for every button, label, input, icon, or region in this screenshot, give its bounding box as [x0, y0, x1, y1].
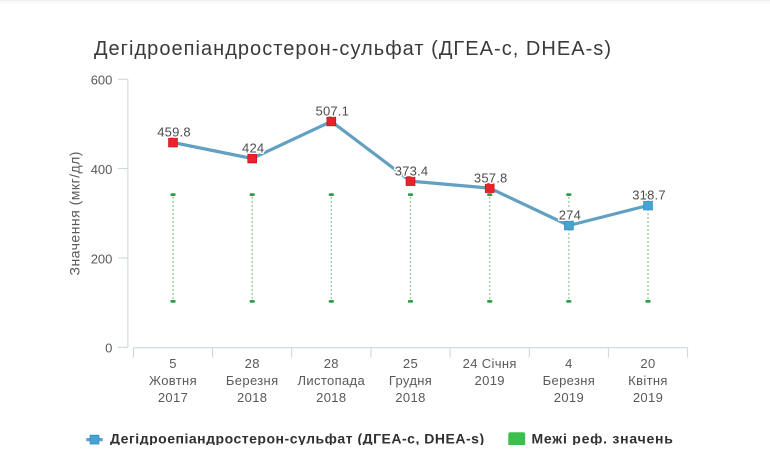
- svg-text:318.7: 318.7: [632, 188, 666, 203]
- svg-text:373.4: 373.4: [395, 163, 429, 178]
- svg-text:Межі реф. значень: Межі реф. значень: [532, 431, 674, 445]
- svg-text:2018: 2018: [395, 390, 425, 405]
- svg-text:Дегідроепіандростерон-сульфат: Дегідроепіандростерон-сульфат (ДГЕА-с, D…: [94, 38, 612, 60]
- svg-text:Жовтня: Жовтня: [149, 373, 197, 388]
- svg-text:Грудня: Грудня: [389, 373, 432, 388]
- svg-text:4: 4: [565, 356, 573, 371]
- svg-text:Листопада: Листопада: [298, 373, 366, 388]
- svg-text:2018: 2018: [316, 390, 346, 405]
- svg-text:200: 200: [91, 251, 113, 266]
- svg-text:2018: 2018: [237, 390, 267, 405]
- svg-text:Березня: Березня: [543, 373, 596, 388]
- svg-text:2019: 2019: [633, 390, 663, 405]
- svg-text:357.8: 357.8: [474, 170, 508, 185]
- svg-text:5: 5: [169, 356, 177, 371]
- svg-text:424: 424: [242, 141, 264, 156]
- svg-text:600: 600: [91, 73, 113, 88]
- svg-text:459.8: 459.8: [157, 125, 191, 140]
- svg-text:400: 400: [91, 162, 113, 177]
- svg-text:2019: 2019: [554, 390, 584, 405]
- svg-text:Дегідроепіандростерон-сульфат: Дегідроепіандростерон-сульфат (ДГЕА-с, D…: [110, 431, 485, 445]
- svg-text:25: 25: [403, 356, 418, 371]
- svg-text:28: 28: [324, 356, 339, 371]
- svg-text:24 Січня: 24 Січня: [463, 356, 517, 371]
- svg-text:274: 274: [559, 208, 581, 223]
- svg-text:Березня: Березня: [226, 373, 279, 388]
- svg-text:28: 28: [245, 356, 260, 371]
- svg-text:507.1: 507.1: [316, 104, 350, 119]
- svg-text:2019: 2019: [475, 373, 505, 388]
- svg-text:20: 20: [640, 356, 655, 371]
- svg-text:Значення (мкг/дл): Значення (мкг/дл): [67, 151, 83, 275]
- svg-text:Квітня: Квітня: [628, 373, 668, 388]
- svg-text:0: 0: [105, 341, 112, 356]
- svg-text:2017: 2017: [158, 390, 188, 405]
